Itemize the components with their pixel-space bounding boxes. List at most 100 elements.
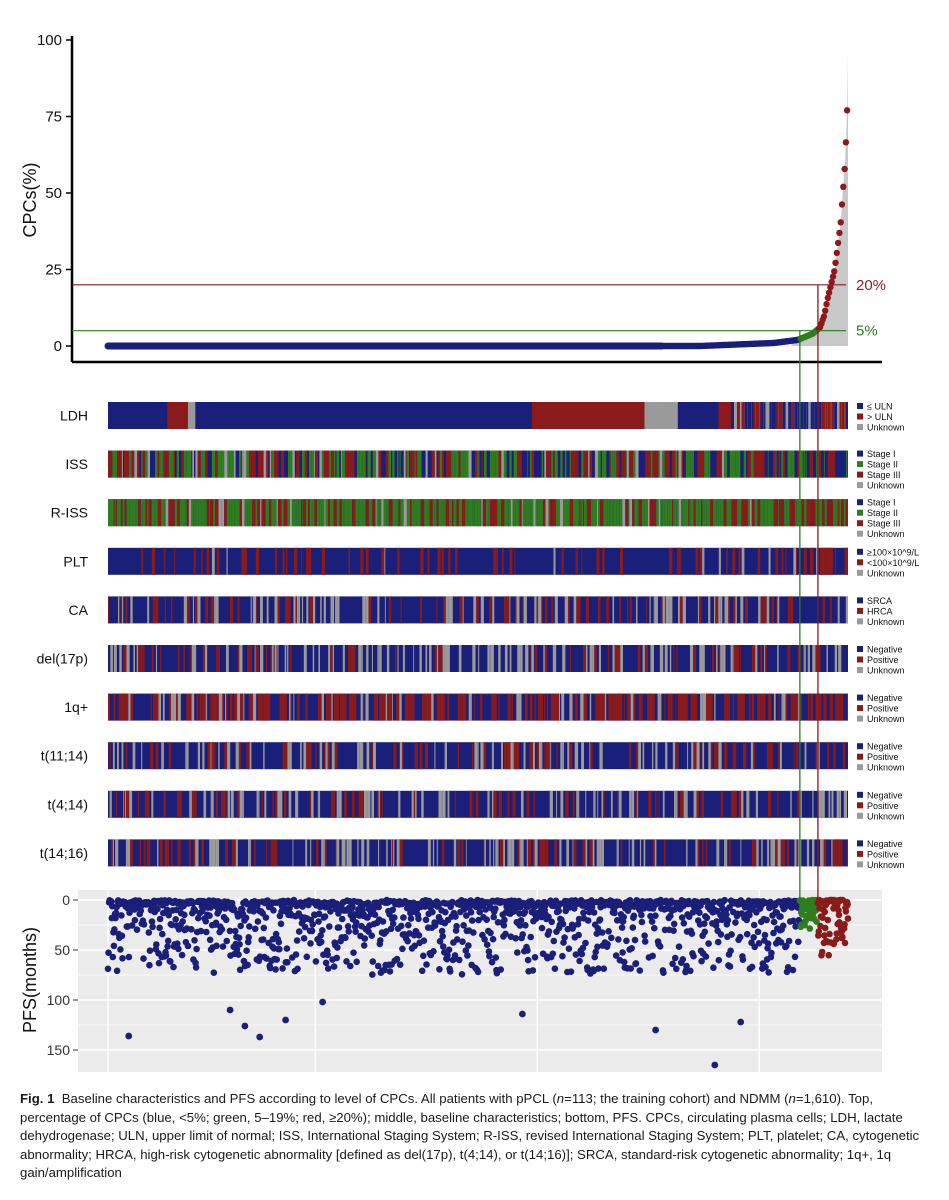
heatmap-stripe (467, 499, 469, 527)
pfs-point (399, 945, 406, 953)
pfs-point (181, 911, 188, 919)
heatmap-stripe (702, 547, 705, 575)
ldh-segment (187, 402, 196, 429)
heatmap-stripe (461, 693, 463, 721)
heatmap-stripe (600, 450, 602, 478)
pfs-point (197, 927, 205, 935)
heatmap-stripe (240, 450, 243, 478)
heatmap-stripe (844, 547, 846, 575)
heatmap-stripe (677, 547, 679, 575)
pfs-point (260, 924, 268, 932)
heatmap-stripe (787, 645, 791, 672)
heatmap-stripe (521, 450, 525, 478)
heatmap-stripe (366, 645, 369, 672)
heatmap-stripe (486, 499, 489, 527)
heatmap-stripe (795, 742, 799, 770)
heatmap-stripe (279, 693, 281, 721)
pfs-point (710, 964, 717, 971)
heatmap-stripe (441, 499, 444, 527)
pfs-point (148, 918, 156, 925)
heatmap-stripe (802, 450, 804, 478)
pfs-point (561, 934, 568, 941)
heatmap-stripe (110, 839, 113, 867)
pfs-point (420, 937, 428, 944)
pfs-point (783, 942, 790, 950)
cpc-point (838, 201, 846, 208)
heatmap-stripe (621, 839, 623, 867)
heatmap-stripe (171, 499, 173, 527)
heatmap-stripe (577, 790, 580, 818)
heatmap-stripe (275, 547, 278, 575)
heatmap-stripe (188, 499, 192, 527)
heatmap-stripe (678, 450, 682, 478)
heatmap-stripe (468, 450, 472, 478)
heatmap-stripe (734, 790, 737, 818)
heatmap-stripe (812, 839, 815, 867)
ldh-stripe (810, 402, 813, 429)
pfs-point (580, 909, 587, 917)
heatmap-stripe (561, 547, 564, 575)
heatmap-stripe (716, 499, 719, 527)
heatmap-stripe (252, 499, 256, 527)
heatmap-stripe (804, 742, 807, 770)
heatmap-stripe (229, 499, 232, 527)
pfs-point (242, 914, 250, 922)
heatmap-stripe (501, 742, 503, 770)
heatmap-stripe (823, 693, 827, 721)
heatmap-stripe (229, 450, 233, 478)
heatmap-stripe (575, 693, 578, 721)
heatmap-stripe (354, 450, 357, 478)
heatmap-stripe (203, 790, 207, 818)
heatmap-stripe (644, 645, 649, 672)
heatmap-stripe (806, 499, 810, 527)
heatmap-stripe (330, 790, 333, 818)
heatmap-stripe (137, 450, 140, 478)
heatmap-stripe (463, 450, 466, 478)
heatmap-stripe (147, 499, 149, 527)
heatmap-stripe (226, 499, 230, 527)
heatmap-stripe (202, 742, 205, 770)
pfs-point (172, 906, 180, 914)
heatmap-stripe (555, 693, 558, 721)
pfs-point (483, 941, 491, 948)
ldh-stripe (759, 402, 761, 429)
pfs-point (594, 943, 601, 951)
heatmap-stripe (763, 499, 765, 527)
heatmap-stripe (796, 499, 800, 527)
heatmap-stripe (544, 645, 548, 672)
heatmap-stripe (262, 450, 264, 478)
pfs-point (489, 935, 497, 943)
pfs-point (386, 968, 394, 975)
heatmap-row-label: PLT (63, 553, 88, 569)
heatmap-stripe (606, 450, 609, 478)
heatmap-stripe (586, 645, 588, 672)
heatmap-stripe (303, 645, 307, 672)
heatmap-stripe (381, 499, 384, 527)
heatmap-stripe (521, 790, 524, 818)
heatmap-stripe (847, 499, 848, 527)
heatmap-stripe (124, 790, 126, 818)
heatmap-stripe (583, 693, 587, 721)
heatmap-stripe (297, 450, 300, 478)
heatmap-stripe (324, 839, 327, 867)
heatmap-stripe (371, 742, 373, 770)
heatmap-stripe (480, 499, 482, 527)
heatmap-stripe (377, 645, 379, 672)
heatmap-stripe (685, 790, 688, 818)
heatmap-stripe (321, 547, 325, 575)
heatmap-stripe (519, 450, 522, 478)
heatmap-stripe (314, 499, 317, 527)
heatmap-stripe (161, 742, 163, 770)
heatmap-stripe (588, 450, 590, 478)
heatmap-stripe (845, 499, 848, 527)
heatmap-stripe (829, 693, 833, 721)
heatmap-stripe (781, 547, 784, 575)
heatmap-stripe (375, 693, 378, 721)
heatmap-stripe (256, 790, 259, 818)
heatmap-stripe (818, 645, 821, 672)
heatmap-stripe (160, 450, 163, 478)
ldh-stripe (755, 402, 760, 429)
heatmap-stripe (357, 742, 360, 770)
threshold-guides (799, 284, 819, 910)
ldh-stripe (753, 402, 756, 429)
